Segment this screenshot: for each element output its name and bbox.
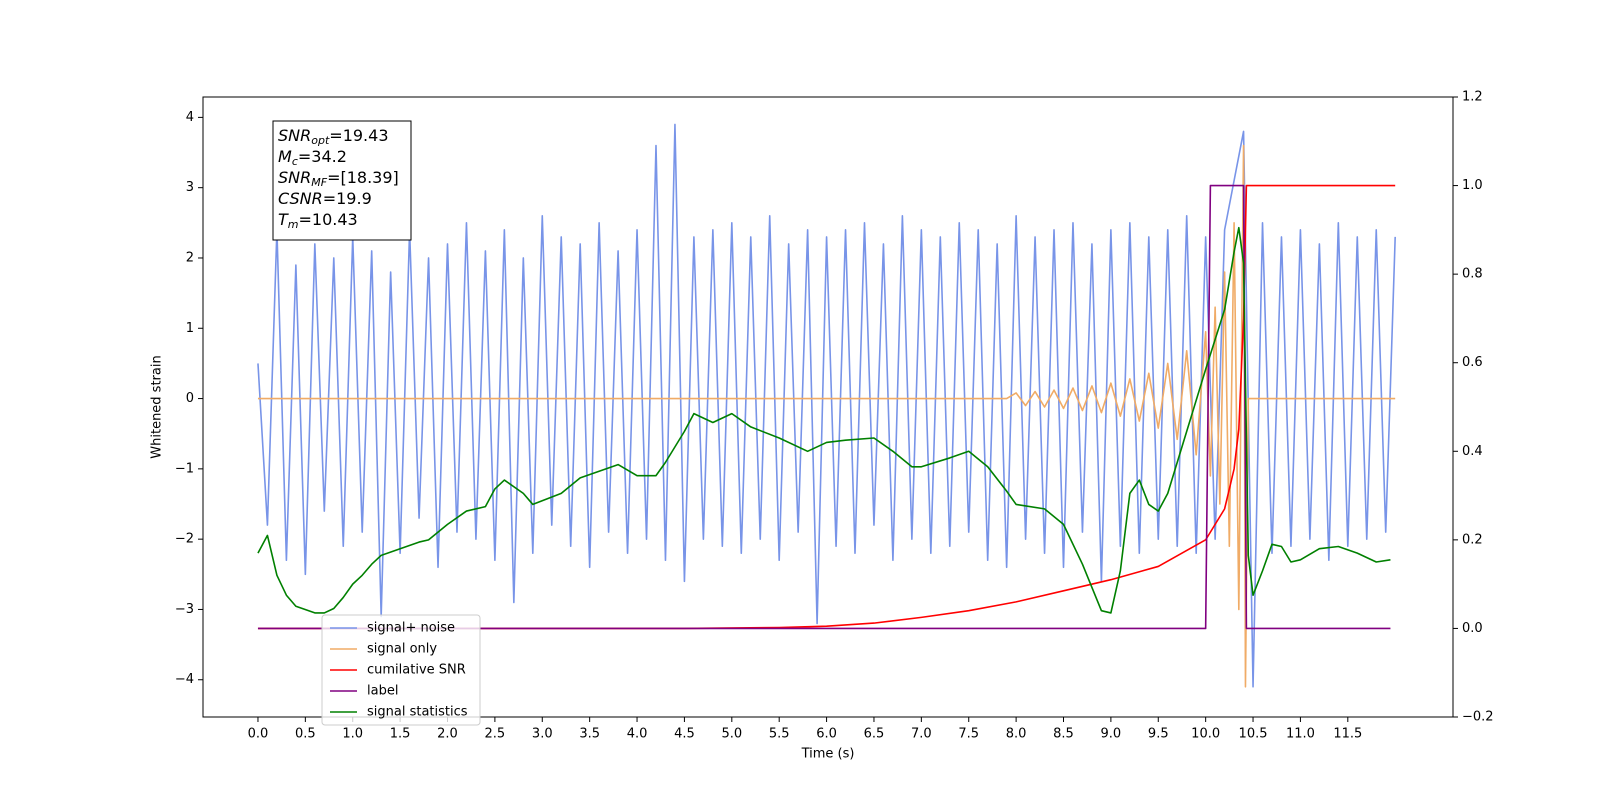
annotation-main: M <box>278 147 292 166</box>
x-tick-label: 5.5 <box>769 727 790 742</box>
series-line <box>257 123 1396 688</box>
y2-tick-label: 0.8 <box>1462 267 1483 282</box>
y2-tick-label: 0.0 <box>1462 621 1483 636</box>
x-tick-label: 6.0 <box>816 727 837 742</box>
x-tick-label: 3.5 <box>579 727 600 742</box>
x-tick-label: 4.5 <box>674 727 695 742</box>
x-tick-label: 4.0 <box>627 727 648 742</box>
y-tick-label: −4 <box>175 672 194 687</box>
series-line <box>257 144 1396 688</box>
series-line <box>257 226 1391 614</box>
y2-tick-label: 1.0 <box>1462 178 1483 193</box>
x-tick-label: 11.5 <box>1333 727 1362 742</box>
annotation-sub: MF <box>311 176 327 189</box>
y2-tick-label: 1.2 <box>1462 90 1483 105</box>
x-tick-label: 2.5 <box>485 727 506 742</box>
annotation-text: CSNR=19.9 <box>278 189 372 208</box>
annotation-sub: opt <box>311 134 330 147</box>
annotation-sub: c <box>292 155 298 168</box>
annotation-main: T <box>278 210 289 229</box>
y-tick-label: 4 <box>186 110 194 125</box>
y2-tick-label: −0.2 <box>1462 710 1494 725</box>
legend: signal+ noise signal only cumilative SNR la… <box>321 614 481 726</box>
annotation-text: SNRopt=19.43 <box>278 126 389 148</box>
x-tick-label: 8.0 <box>1006 727 1027 742</box>
y2-tick-label: 0.4 <box>1462 444 1483 459</box>
x-tick-label: 5.0 <box>721 727 742 742</box>
series-line <box>257 184 1391 630</box>
y2-tick-label: 0.6 <box>1462 355 1483 370</box>
y-tick-label: −1 <box>175 461 194 476</box>
annotation-text: =34.2 <box>298 147 347 166</box>
x-tick-label: 2.0 <box>437 727 458 742</box>
series-line <box>257 184 1396 630</box>
x-tick-label: 1.5 <box>390 727 411 742</box>
annotation-text: =10.43 <box>299 210 358 229</box>
x-tick-label: 10.0 <box>1191 727 1220 742</box>
legend-label: cumilative SNR <box>367 663 466 678</box>
annotation-text: Tm=10.43 <box>278 210 358 232</box>
x-tick-label: 0.5 <box>295 727 316 742</box>
annotation-sub: m <box>288 218 299 231</box>
x-axis-label: Time (s) <box>801 747 855 762</box>
annotation-text: =[18.39] <box>327 168 399 187</box>
legend-label: label <box>367 684 398 699</box>
x-tick-label: 6.5 <box>864 727 885 742</box>
annotation-main: SNR <box>278 126 311 145</box>
x-tick-label: 1.0 <box>342 727 363 742</box>
y-tick-label: 0 <box>186 391 194 406</box>
annotation-text: =19.43 <box>329 126 388 145</box>
y-tick-label: 1 <box>186 321 194 336</box>
annotation-box: SNRopt=19.43Mc=34.2SNRMF=[18.39]CSNR=19.… <box>272 120 412 241</box>
annotation-text: =19.9 <box>323 189 372 208</box>
x-tick-label: 7.5 <box>958 727 979 742</box>
x-tick-label: 3.0 <box>532 727 553 742</box>
x-tick-label: 9.0 <box>1101 727 1122 742</box>
y-axis-label: Whitened strain <box>150 355 165 458</box>
legend-label: signal+ noise <box>367 621 455 636</box>
y-tick-label: −3 <box>175 602 194 617</box>
y-tick-label: −2 <box>175 532 194 547</box>
y-tick-label: 2 <box>186 250 194 265</box>
x-tick-label: 0.0 <box>248 727 269 742</box>
annotation-main: CSNR <box>278 189 323 208</box>
y2-tick-label: 0.2 <box>1462 532 1483 547</box>
x-tick-label: 9.5 <box>1148 727 1169 742</box>
x-tick-label: 11.0 <box>1286 727 1315 742</box>
annotation-main: SNR <box>278 168 311 187</box>
x-tick-label: 7.0 <box>911 727 932 742</box>
legend-frame <box>321 614 481 726</box>
x-tick-label: 8.5 <box>1053 727 1074 742</box>
annotation-text: Mc=34.2 <box>278 147 347 169</box>
annotation-text: SNRMF=[18.39] <box>278 168 399 190</box>
legend-label: signal only <box>367 642 437 657</box>
legend-label: signal statistics <box>367 705 468 720</box>
y-tick-label: 3 <box>186 180 194 195</box>
x-tick-label: 10.5 <box>1239 727 1268 742</box>
annotation-frame <box>272 120 412 241</box>
plot-frame <box>202 96 1454 718</box>
